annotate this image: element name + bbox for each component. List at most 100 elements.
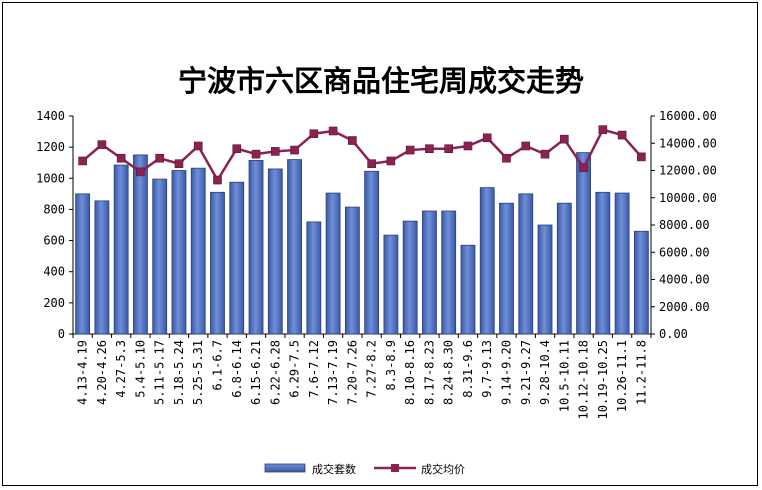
x-tick-label: 7.27-8.2 (365, 340, 379, 398)
price-point (559, 134, 569, 144)
bar (595, 191, 611, 335)
price-point (155, 153, 164, 163)
price-point (502, 153, 511, 163)
price-point (617, 130, 627, 140)
bar (383, 234, 399, 335)
legend-label-bar: 成交套数 (312, 462, 356, 476)
price-point (367, 159, 376, 168)
bar (152, 178, 168, 335)
right-tick-label: 2000.00 (659, 300, 710, 314)
bar (633, 230, 649, 335)
x-tick-label: 5.11-5.17 (153, 340, 167, 405)
x-tick-label: 6.8-6.14 (230, 340, 244, 398)
bar (94, 200, 110, 335)
legend: 成交套数 成交均价 (264, 462, 465, 476)
price-point (637, 152, 646, 162)
bar (325, 192, 341, 335)
bar (248, 159, 264, 335)
x-tick-label: 5.25-5.31 (191, 340, 205, 405)
bar (479, 187, 495, 335)
left-tick-label: 400 (43, 265, 65, 279)
bar (306, 221, 322, 335)
x-tick-label: 5.4-5.10 (133, 340, 147, 398)
right-tick-label: 8000.00 (659, 218, 710, 232)
bar (499, 202, 514, 335)
left-tick-label: 1200 (36, 140, 65, 154)
x-tick-label: 9.21-9.27 (519, 340, 533, 405)
price-point (136, 167, 145, 177)
bar (518, 193, 534, 335)
bar (556, 202, 572, 335)
x-tick-label: 8.3-8.9 (384, 340, 398, 391)
bar (537, 224, 553, 335)
bar (267, 168, 283, 335)
price-point (444, 144, 454, 153)
price-point (78, 156, 87, 166)
x-tick-label: 4.27-5.3 (114, 340, 128, 398)
price-point (463, 141, 473, 151)
price-point (270, 147, 280, 156)
bar (460, 244, 476, 335)
price-point (251, 149, 261, 159)
bar (171, 170, 187, 335)
x-tick-label: 6.29-7.5 (288, 340, 302, 398)
right-tick-label: 14000.00 (659, 136, 717, 150)
price-point (425, 144, 434, 153)
price-point (193, 141, 203, 151)
x-tick-label: 6.15-6.21 (249, 340, 263, 405)
x-tick-label: 7.13-7.19 (326, 340, 340, 405)
x-tick-label: 5.18-5.24 (172, 340, 186, 405)
x-tick-label: 10.5-10.11 (557, 340, 571, 412)
right-tick-label: 16000.00 (659, 109, 717, 123)
bar (133, 154, 148, 335)
x-tick-label: 8.24-8.30 (442, 340, 456, 405)
price-point (232, 144, 242, 153)
x-tick-label: 6.1-6.7 (211, 340, 225, 391)
x-tick-label: 9.14-9.20 (500, 340, 514, 405)
price-point (116, 153, 126, 163)
chart-frame: 宁波市六区商品住宅周成交走势 0 200 400 600 800 1000 1200 1400… (2, 2, 758, 486)
bar (364, 170, 380, 335)
x-tick-label: 4.13-4.19 (76, 340, 90, 405)
left-tick-label: 1400 (36, 109, 65, 123)
price-point (213, 175, 222, 185)
right-tick-label: 10000.00 (659, 191, 717, 205)
bar (75, 193, 91, 335)
price-point (482, 133, 492, 143)
x-tick-label: 8.10-8.16 (403, 340, 417, 405)
x-tick-label: 8.31-9.6 (461, 340, 475, 398)
x-tick-label: 10.26-11.1 (615, 340, 629, 412)
left-tick-label: 0 (58, 327, 65, 341)
plot-area: 02004006008001000120014000.002000.004000… (36, 109, 717, 419)
legend-label-line: 成交均价 (421, 462, 465, 476)
legend-swatch-marker (391, 464, 399, 472)
price-point (328, 126, 338, 136)
x-tick-label: 6.22-6.28 (268, 340, 282, 405)
left-tick-label: 800 (43, 202, 65, 216)
price-point (97, 140, 107, 149)
price-point (540, 149, 550, 159)
bar (190, 167, 206, 335)
left-tick-label: 1000 (36, 171, 65, 185)
left-tick-label: 200 (43, 296, 65, 310)
x-tick-label: 4.20-4.26 (95, 340, 109, 405)
bar (576, 152, 591, 335)
price-point (348, 136, 357, 145)
x-tick-label: 11.2-11.8 (634, 340, 648, 405)
right-tick-label: 0.00 (659, 327, 688, 341)
x-tick-label: 9.28-10.4 (538, 340, 552, 405)
bar (614, 192, 630, 335)
bar (344, 206, 360, 335)
bar (229, 181, 245, 335)
x-tick-label: 8.17-8.23 (422, 340, 436, 405)
combo-chart: 宁波市六区商品住宅周成交走势 0 200 400 600 800 1000 1200 1400… (36, 64, 717, 476)
right-tick-label: 6000.00 (659, 245, 710, 259)
price-line (81, 128, 643, 183)
price-point (405, 145, 415, 155)
bar (441, 210, 457, 335)
x-tick-label: 9.7-9.13 (480, 340, 494, 398)
price-point (579, 163, 588, 173)
x-tick-label: 10.12-10.18 (577, 340, 591, 419)
right-tick-label: 12000.00 (659, 164, 717, 178)
chart-title: 宁波市六区商品住宅周成交走势 (178, 64, 584, 98)
